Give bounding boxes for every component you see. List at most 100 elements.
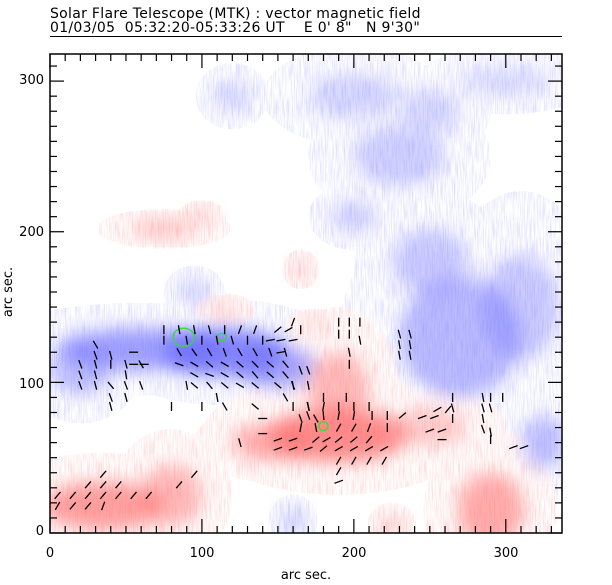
- plot-frame: [49, 53, 563, 534]
- field-vector: [408, 350, 412, 360]
- x-tick-label-0: 0: [46, 546, 54, 561]
- field-vector: [351, 456, 357, 465]
- field-vector: [282, 370, 289, 379]
- region-negative-6: [482, 254, 559, 360]
- field-vector: [190, 382, 199, 389]
- field-vector: [397, 329, 402, 339]
- x-axis-title: arc sec.: [281, 568, 331, 583]
- x-tick-label-300: 300: [494, 546, 519, 561]
- region-negative-13: [179, 279, 210, 305]
- field-vector: [288, 437, 298, 442]
- field-vector: [124, 392, 128, 402]
- field-vector: [349, 436, 358, 443]
- field-vector: [398, 340, 401, 350]
- field-vector: [408, 329, 412, 339]
- field-vector: [311, 436, 320, 443]
- field-vector: [313, 414, 319, 423]
- field-vector: [298, 365, 303, 375]
- field-vector: [221, 402, 228, 411]
- field-vector: [78, 370, 83, 380]
- field-vector: [175, 480, 183, 489]
- field-vector: [191, 348, 198, 357]
- field-vector: [480, 424, 486, 434]
- field-vector: [283, 347, 288, 357]
- field-vector: [398, 412, 407, 419]
- field-vector: [205, 372, 215, 378]
- field-vector: [381, 456, 388, 465]
- region-positive-18: [232, 424, 309, 461]
- field-vector: [205, 360, 214, 368]
- field-vector: [481, 403, 485, 413]
- field-vector: [84, 501, 92, 510]
- field-vector: [429, 414, 439, 420]
- field-vector: [108, 350, 113, 360]
- field-vector: [177, 325, 181, 335]
- region-negative-12: [214, 81, 251, 112]
- field-vector: [251, 360, 259, 368]
- field-vector: [220, 361, 229, 368]
- field-vector: [237, 347, 243, 357]
- field-vector: [481, 413, 485, 424]
- y-tick-label-300: 300: [19, 73, 44, 88]
- field-vector: [138, 380, 144, 390]
- region-negative-2: [239, 346, 316, 389]
- field-vector: [288, 338, 298, 342]
- field-vector: [306, 411, 311, 420]
- x-tick-label-200: 200: [342, 546, 367, 561]
- region-negative-5: [391, 228, 468, 296]
- field-vector: [365, 435, 373, 444]
- field-vector: [185, 380, 189, 390]
- field-vector: [273, 437, 283, 442]
- y-tick-label-100: 100: [19, 377, 44, 392]
- field-vector: [322, 436, 331, 443]
- field-vector: [251, 370, 259, 379]
- y-axis-title: arc sec.: [1, 267, 16, 317]
- field-vector: [124, 359, 128, 369]
- y-tick-label-200: 200: [19, 225, 44, 240]
- field-vector: [207, 325, 212, 335]
- field-vector: [93, 370, 98, 380]
- field-vector: [99, 491, 107, 500]
- field-vector: [290, 317, 296, 327]
- field-vector: [93, 350, 98, 360]
- field-vector: [306, 380, 310, 390]
- region-negative-14: [280, 508, 306, 533]
- field-vector: [322, 410, 325, 421]
- field-vector: [519, 444, 529, 450]
- field-vector: [337, 410, 341, 421]
- field-vector: [334, 479, 344, 484]
- field-vector: [100, 501, 106, 511]
- field-vector: [489, 427, 493, 437]
- y-tick-label-0: 0: [36, 524, 44, 539]
- transverse-field-vectors: [54, 317, 529, 511]
- field-vector: [282, 360, 289, 369]
- field-vector: [252, 347, 258, 357]
- field-vector: [54, 491, 61, 500]
- field-vector: [123, 380, 129, 390]
- header-underline: [50, 36, 562, 37]
- field-vector: [145, 491, 153, 500]
- field-vector: [425, 428, 435, 433]
- field-vector: [107, 381, 115, 390]
- field-vector: [282, 393, 289, 402]
- field-vector: [84, 480, 92, 489]
- contour-0: [172, 327, 196, 347]
- field-vector: [284, 326, 293, 333]
- field-vector: [190, 372, 199, 378]
- field-vector: [237, 325, 243, 335]
- polarity-regions: [50, 66, 562, 533]
- field-vector: [298, 414, 303, 424]
- field-vector: [268, 347, 273, 357]
- field-vector: [319, 445, 328, 453]
- field-vector: [69, 501, 77, 510]
- field-vector: [314, 422, 318, 433]
- field-vector: [99, 480, 107, 489]
- field-vector: [273, 446, 283, 451]
- field-vector: [93, 380, 98, 390]
- field-vector: [206, 347, 213, 357]
- field-vector: [444, 405, 452, 414]
- field-vector: [266, 360, 275, 368]
- field-vector: [450, 403, 455, 413]
- field-vector: [265, 338, 275, 342]
- field-vector: [335, 456, 342, 465]
